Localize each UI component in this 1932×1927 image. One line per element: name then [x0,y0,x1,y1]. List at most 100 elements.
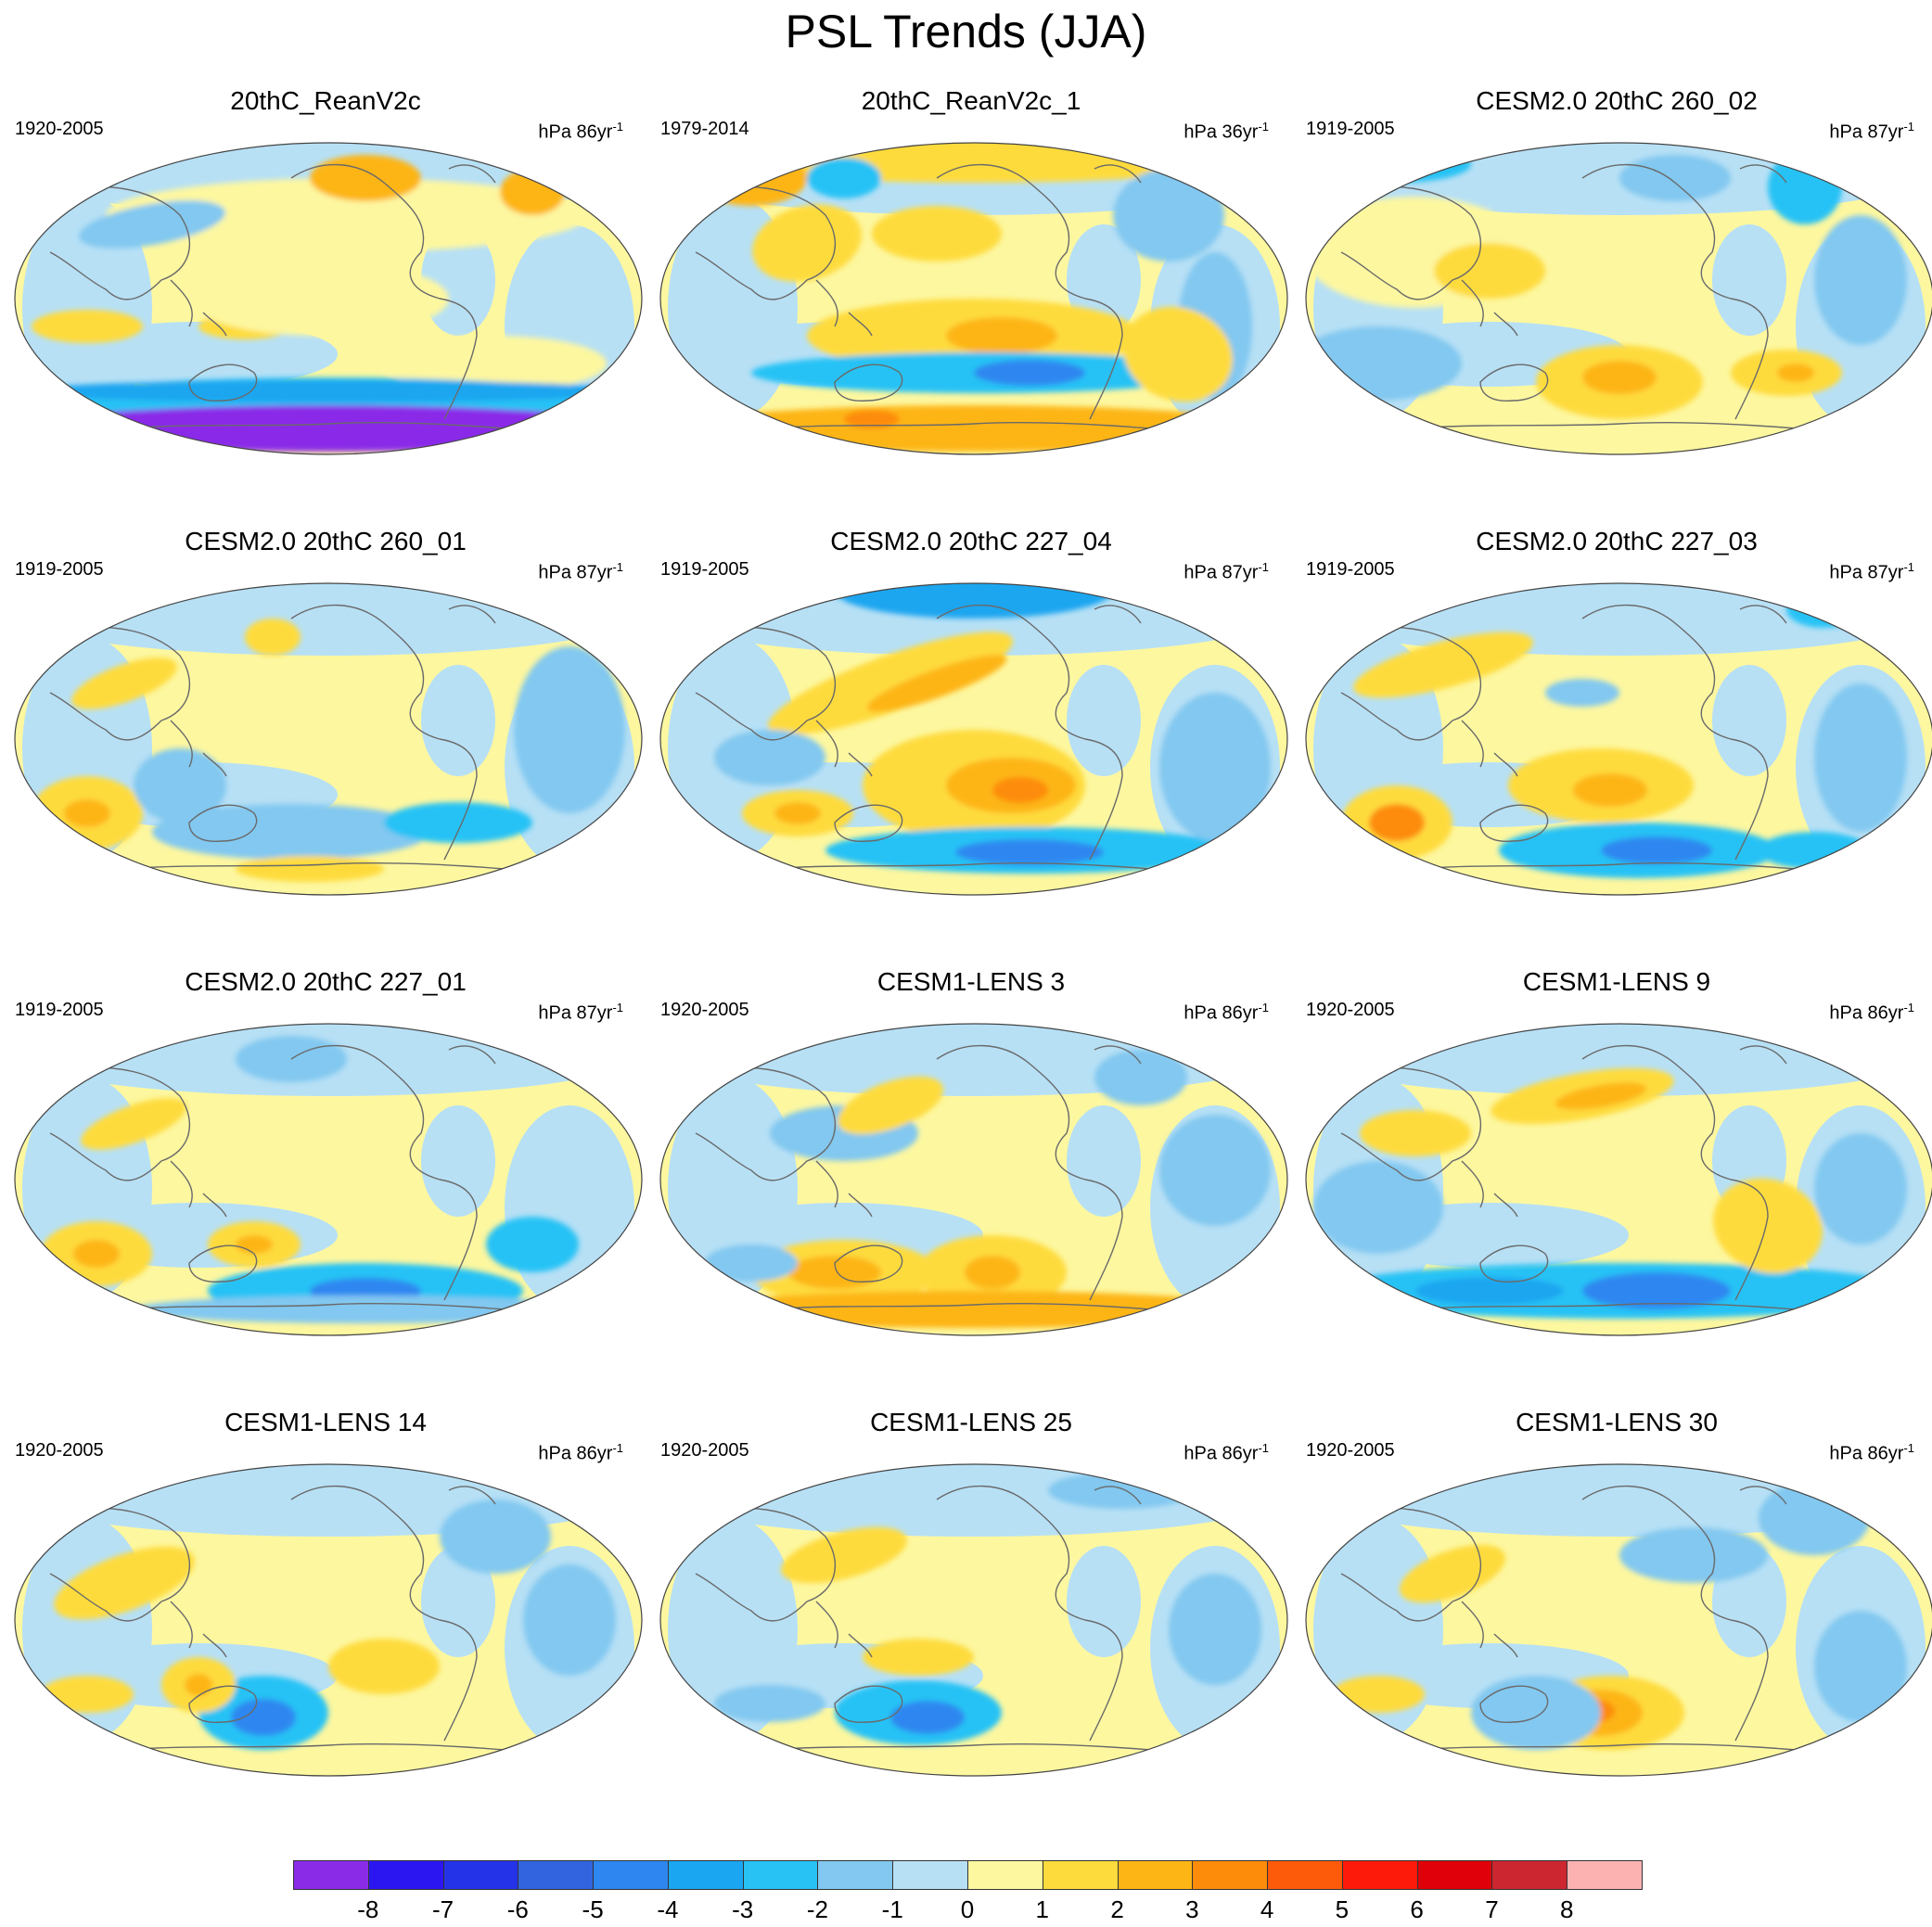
panel-units: hPa 87yr-1 [1829,115,1914,145]
trend-contour [486,1217,579,1272]
map-field [1306,143,1932,454]
coastline [936,604,1086,740]
trend-contour [696,150,807,206]
coastline [1340,626,1481,741]
map-outline [14,1463,643,1777]
colorbar-swatch [742,1860,819,1890]
coastline [815,279,873,337]
units-label: hPa 86yr [1829,1443,1904,1464]
trend-contour [1619,1527,1768,1583]
trend-contour [1814,1133,1907,1244]
coastline [1461,1160,1518,1218]
coastline [448,164,496,184]
trend-contour [1601,836,1712,864]
colorbar-tick-label: -5 [582,1895,604,1923]
colorbar-swatch [1192,1860,1269,1890]
coastline [695,1507,836,1622]
panel-period: 1979-2014 [660,119,749,139]
panel-units: hPa 87yr-1 [538,996,623,1026]
map-panel: CESM2.0 20thC 227_04 1919-2005 hPa 87yr-1 [649,526,1293,962]
panel-units: hPa 86yr-1 [1829,996,1914,1026]
trend-contour [781,1526,907,1584]
coastline [188,1244,258,1283]
units-exponent: -1 [1903,1441,1914,1455]
trend-contour [946,317,1057,354]
coastline [290,163,441,300]
trend-contour [844,410,900,428]
trend-contour [514,646,625,813]
units-exponent: -1 [1903,560,1914,574]
panel-units: hPa 87yr-1 [538,555,623,585]
coastline [1739,605,1787,624]
coastline [1581,604,1732,740]
coastline [439,738,478,861]
trend-contour [955,839,1104,865]
colorbar-tick-label: 8 [1559,1895,1574,1923]
trend-contour [714,730,825,785]
units-exponent: -1 [612,560,623,574]
coastline [1094,605,1142,624]
colorbar-tick-label: 4 [1260,1895,1274,1923]
trend-contour [1759,832,1870,869]
trend-contour [677,1464,1271,1537]
trend-contour [384,336,607,391]
trend-contour [384,802,532,843]
psl-trend-map [1305,1463,1932,1777]
coastline [170,720,227,777]
panel-period: 1920-2005 [1306,1440,1395,1461]
panel-period: 1919-2005 [1306,119,1395,139]
trend-contour [872,206,1002,262]
trend-contour [523,1564,616,1676]
coastline [170,1601,227,1658]
colorbar-swatch [967,1860,1043,1890]
trend-contour [32,310,143,343]
trend-contour [974,360,1085,386]
units-label: hPa 87yr [1829,121,1904,143]
panel-units: hPa 86yr-1 [538,115,623,145]
trend-contour [71,657,177,709]
units-label: hPa 87yr [1829,562,1904,583]
trend-contour [73,1240,120,1268]
map-panel: CESM1-LENS 30 1920-2005 hPa 86yr-1 [1295,1407,1932,1843]
colorbar-swatch [1042,1860,1119,1890]
trend-contour [774,802,821,824]
colorbar-tick-label: 5 [1335,1895,1350,1923]
trend-contour [500,169,565,215]
trend-contour [22,380,634,402]
trend-contour [41,1676,134,1713]
colorbar-swatch [892,1860,968,1890]
psl-trend-map [14,1463,643,1777]
panel-title: CESM1-LENS 9 [1522,967,1711,996]
trend-contour [1369,804,1425,841]
coastline [834,364,903,402]
units-exponent: -1 [1903,120,1914,134]
panel-title: CESM2.0 20thC 260_01 [185,527,467,555]
units-label: hPa 86yr [1184,1443,1259,1464]
colorbar-tick-label: -7 [431,1895,454,1923]
map-outline [14,142,643,455]
trend-contour [752,204,862,282]
map-outline [14,1023,643,1336]
psl-trend-map [659,582,1288,896]
trend-contour [1434,243,1545,299]
trend-contour [189,262,449,336]
coastline [188,804,258,843]
coastline [49,185,190,300]
coastline [290,604,441,740]
trend-contour [863,1639,974,1676]
trend-contour [1555,1082,1647,1110]
coastline [1084,1179,1123,1301]
map-panel: CESM1-LENS 25 1920-2005 hPa 86yr-1 [649,1407,1293,1843]
panel-period: 1920-2005 [660,1440,749,1461]
coastline [448,1486,496,1505]
panel-period: 1919-2005 [1306,559,1395,580]
coastline [1479,364,1549,402]
panel-units: hPa 86yr-1 [538,1436,623,1466]
colorbar-swatch [1567,1860,1643,1890]
coastline [1739,1486,1787,1505]
coastline [290,1044,441,1180]
trend-contour [807,158,881,198]
trend-contour [837,1076,944,1135]
units-label: hPa 87yr [538,562,613,583]
coastline [188,1685,258,1724]
